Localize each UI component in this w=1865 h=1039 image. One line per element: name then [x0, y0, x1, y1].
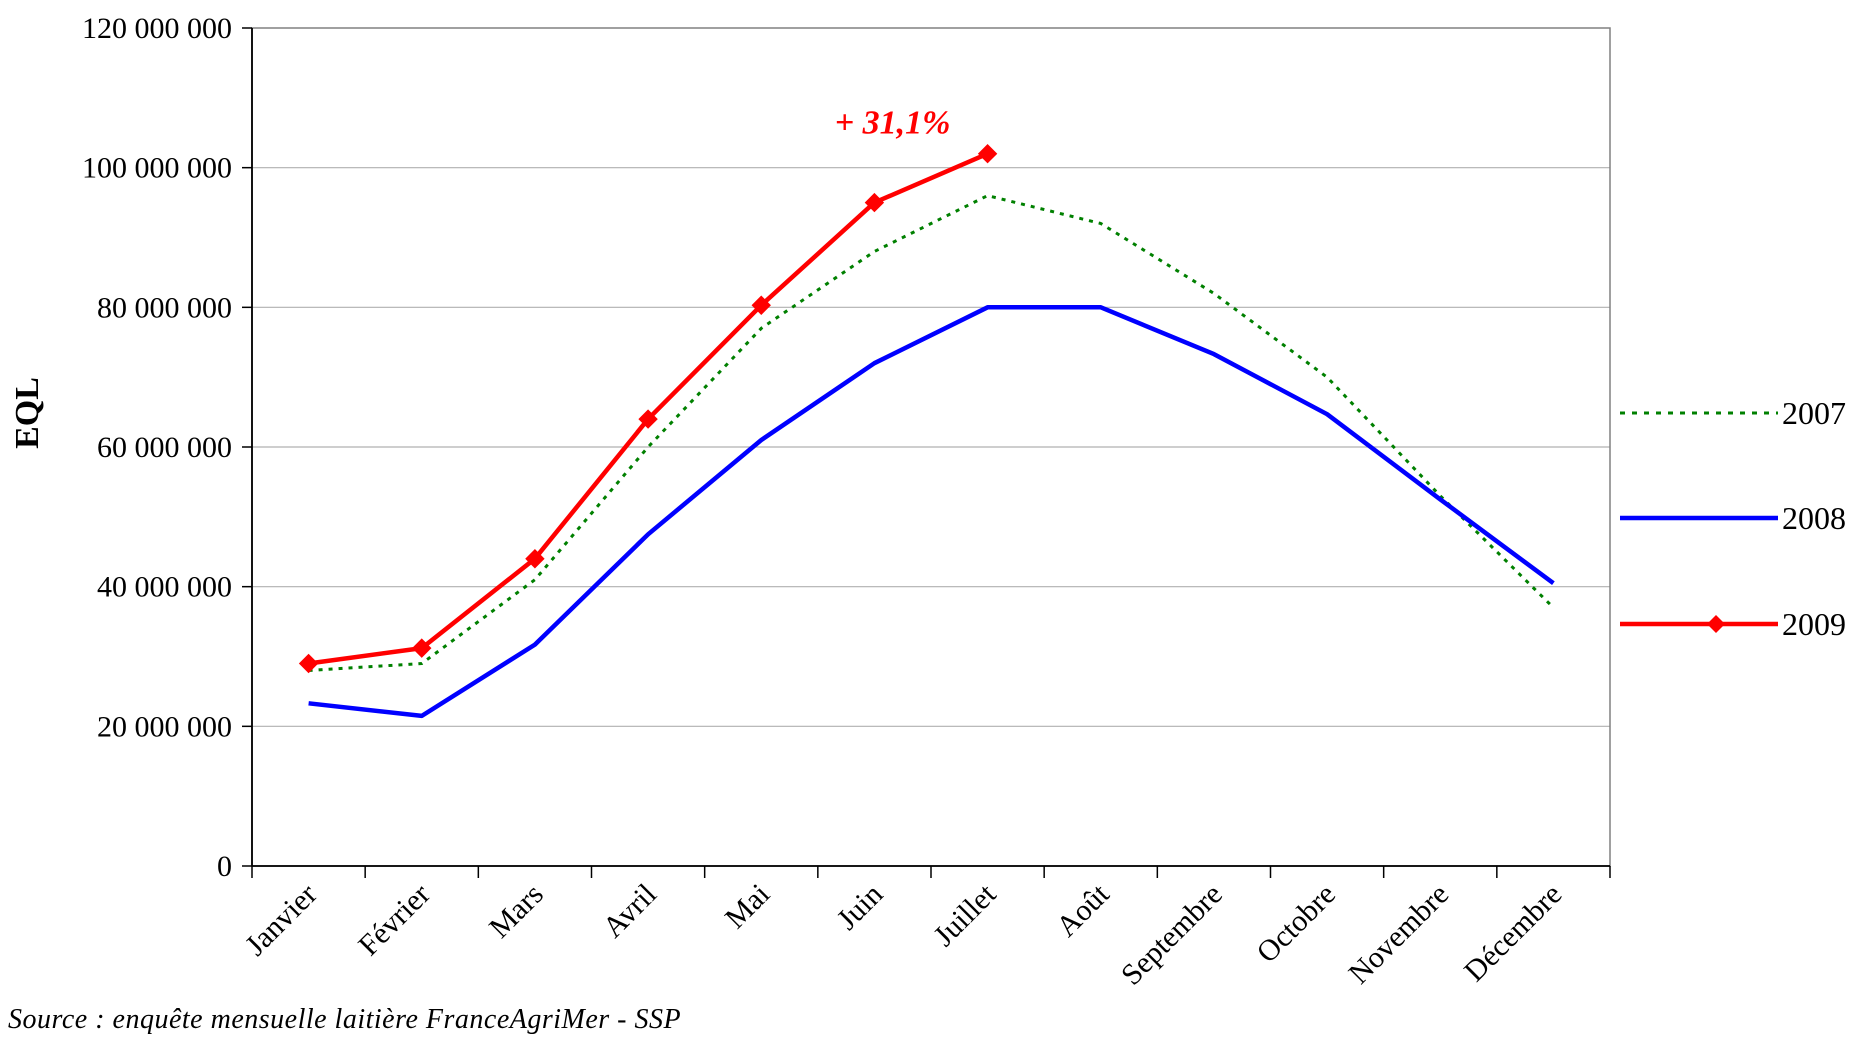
axis-labels: 0 20 000 000 40 000 000 60 000 000 80 000 00… [82, 12, 1568, 992]
data-point-2009 [751, 295, 771, 315]
data-point-2009 [977, 143, 998, 164]
source-note: Source : enquête mensuelle laitière Fran… [8, 1004, 682, 1035]
data-point-2009 [638, 409, 658, 429]
data-point-2009 [298, 653, 319, 674]
annotation-juillet: + 31,1% [835, 105, 951, 142]
y-tick-label: 80 000 000 [97, 291, 232, 324]
data-point-2009 [864, 192, 885, 213]
x-tick-label: Août [1050, 877, 1116, 943]
x-tick-label: Mai [719, 878, 777, 936]
data-point-2009 [525, 549, 545, 569]
gridlines [252, 167, 1610, 727]
series-line-2008 [308, 305, 1555, 719]
x-tick-label: Juillet [927, 877, 1003, 953]
x-tick-label: Décembre [1458, 878, 1568, 988]
x-tick-label: Novembre [1342, 878, 1455, 991]
x-tick-label: Septembre [1115, 878, 1229, 992]
y-tick-label: 0 [217, 850, 232, 883]
y-axis-title: EQL [9, 377, 46, 449]
legend-label-2009: 2009 [1782, 606, 1846, 642]
y-tick-label: 120 000 000 [82, 12, 232, 45]
data-point-2009 [412, 638, 432, 658]
legend-label-2008: 2008 [1782, 500, 1846, 536]
x-tick-label: Mars [483, 878, 550, 945]
y-tick-label: 60 000 000 [97, 431, 232, 464]
x-tick-label: Octobre [1250, 878, 1342, 970]
y-tick-label: 100 000 000 [82, 152, 232, 185]
legend-label-2007: 2007 [1782, 395, 1846, 431]
series-lines [298, 143, 1555, 719]
legend-marker-2009 [1707, 615, 1725, 633]
series-line-2007 [308, 194, 1555, 672]
x-tick-label: Février [352, 878, 437, 963]
x-tick-label: Janvier [239, 878, 324, 963]
legend: 2007 2008 2009 [1620, 395, 1846, 642]
x-tick-label: Juin [831, 878, 890, 937]
y-tick-label: 40 000 000 [97, 571, 232, 604]
y-tick-label: 20 000 000 [97, 710, 232, 743]
axes [242, 27, 1611, 878]
x-tick-label: Avril [596, 878, 663, 945]
